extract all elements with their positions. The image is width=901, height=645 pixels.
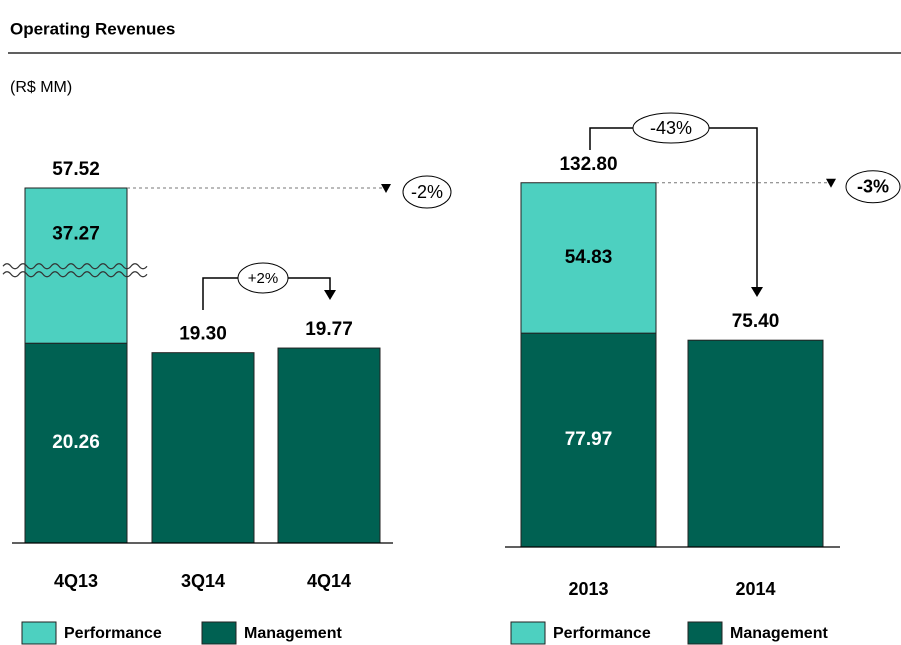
x-tick-label: 2014 <box>735 579 775 599</box>
x-tick-label: 2013 <box>568 579 608 599</box>
bar-segment <box>24 187 128 344</box>
arrow-head <box>826 178 836 188</box>
segment-label: 77.97 <box>565 429 613 450</box>
x-tick-label: 3Q14 <box>181 571 225 591</box>
total-label: 19.30 <box>179 324 227 345</box>
annotation-bubble <box>845 170 901 204</box>
legend-swatch <box>21 621 57 645</box>
unit: (R$ MM) <box>10 79 72 96</box>
bar-segment <box>520 332 657 548</box>
annotation-text: -3% <box>857 176 889 196</box>
axis-break <box>2 271 148 278</box>
bar-segment <box>520 182 657 334</box>
annotation-bubble <box>237 262 289 294</box>
arrow-head <box>324 290 336 300</box>
annotation-text: +2% <box>248 270 278 287</box>
segment-label: 37.27 <box>52 224 100 245</box>
total-label: 19.77 <box>305 319 353 340</box>
total-label: 132.80 <box>559 154 617 175</box>
x-tick-label: 4Q13 <box>54 571 98 591</box>
legend-label: Management <box>244 625 342 642</box>
total-label: 57.52 <box>52 159 100 180</box>
arrow-head <box>751 287 763 297</box>
annotation-bubble <box>402 175 452 209</box>
annotation-text: -2% <box>411 182 443 202</box>
legend-label: Performance <box>553 625 651 642</box>
bar-segment <box>151 352 255 544</box>
segment-label: 54.83 <box>565 247 613 268</box>
legend-label: Performance <box>64 625 162 642</box>
bar-segment <box>277 347 381 544</box>
title: Operating Revenues <box>10 19 175 38</box>
legend-swatch <box>201 621 237 645</box>
annotation-bubble <box>632 112 710 144</box>
axis-break <box>2 263 148 270</box>
annotation-text: -43% <box>650 118 692 138</box>
legend-label: Management <box>730 625 828 642</box>
bar-segment <box>687 339 824 548</box>
legend-swatch <box>687 621 723 645</box>
arrow-head <box>381 184 391 193</box>
total-label: 75.40 <box>732 311 780 332</box>
legend-swatch <box>510 621 546 645</box>
x-tick-label: 4Q14 <box>307 571 351 591</box>
segment-label: 20.26 <box>52 432 100 453</box>
